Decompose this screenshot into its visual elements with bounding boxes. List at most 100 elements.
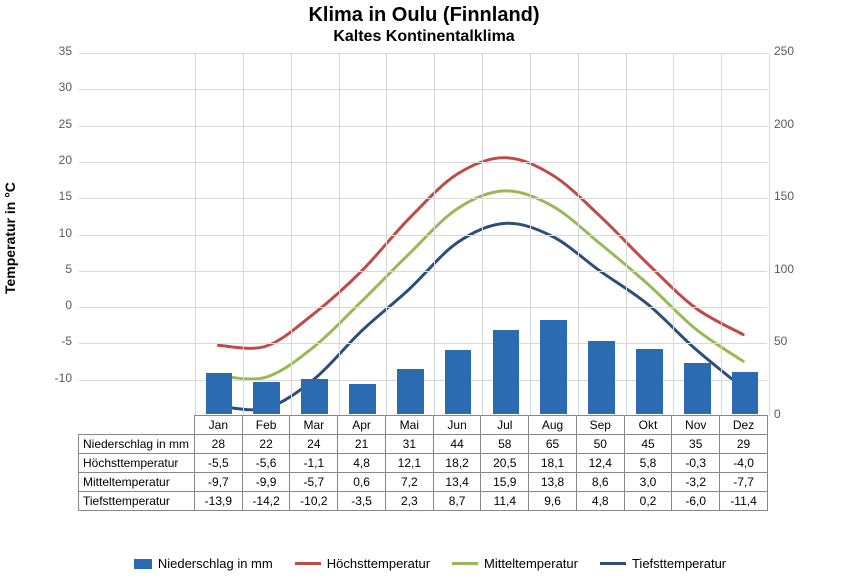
gridline (434, 53, 435, 416)
y2-tick-label: 150 (774, 189, 808, 203)
data-table: JanFebMarAprMaiJunJulAugSepOktNovDezNied… (78, 415, 768, 511)
gridline (79, 162, 767, 163)
row-header: Niederschlag in mm (79, 435, 195, 454)
table-header-empty (79, 416, 195, 435)
chart-legend: Niederschlag in mm Höchsttemperatur Mitt… (90, 556, 770, 571)
data-cell: 29 (720, 435, 768, 454)
gridline (79, 198, 767, 199)
data-cell: -5,5 (194, 454, 242, 473)
chart-plot-area (78, 52, 768, 415)
data-cell: -0,3 (672, 454, 720, 473)
data-cell: 50 (576, 435, 624, 454)
precip-bar (540, 320, 567, 414)
data-cell: 28 (194, 435, 242, 454)
data-cell: -1,1 (290, 454, 338, 473)
precip-bar (445, 350, 472, 414)
precip-bar (349, 384, 376, 414)
legend-swatch-line-icon (295, 562, 321, 565)
legend-item-precip: Niederschlag in mm (134, 556, 273, 571)
gridline (79, 271, 767, 272)
gridline (79, 307, 767, 308)
y1-tick-label: -10 (42, 371, 72, 385)
precip-bar (588, 341, 615, 414)
data-cell: 21 (338, 435, 386, 454)
gridline (291, 53, 292, 416)
month-cell: Okt (624, 416, 672, 435)
chart-subtitle: Kaltes Kontinentalklima (0, 28, 848, 46)
gridline (626, 53, 627, 416)
data-cell: 65 (529, 435, 577, 454)
data-cell: -3,5 (338, 492, 386, 511)
data-cell: 13,8 (529, 473, 577, 492)
table-row: Tiefsttemperatur-13,9-14,2-10,2-3,52,38,… (79, 492, 768, 511)
gridline (79, 89, 767, 90)
precip-bar (301, 379, 328, 414)
data-cell: 35 (672, 435, 720, 454)
data-cell: 9,6 (529, 492, 577, 511)
data-cell: -10,2 (290, 492, 338, 511)
gridline (673, 53, 674, 416)
y1-tick-label: 30 (42, 80, 72, 94)
data-cell: 22 (242, 435, 290, 454)
legend-label-low: Tiefsttemperatur (632, 556, 726, 571)
data-cell: 31 (385, 435, 433, 454)
chart-title: Klima in Oulu (Finnland) (0, 4, 848, 27)
y2-tick-label: 0 (774, 407, 808, 421)
gridline (79, 235, 767, 236)
month-cell: Dez (720, 416, 768, 435)
data-cell: 44 (433, 435, 481, 454)
y1-tick-label: -5 (42, 334, 72, 348)
data-cell: 7,2 (385, 473, 433, 492)
gridline (79, 343, 767, 344)
data-cell: 15,9 (481, 473, 529, 492)
row-header: Mitteltemperatur (79, 473, 195, 492)
mean-temp-line (219, 191, 744, 379)
legend-item-low: Tiefsttemperatur (600, 556, 726, 571)
legend-label-high: Höchsttemperatur (327, 556, 430, 571)
data-cell: 58 (481, 435, 529, 454)
data-cell: 0,2 (624, 492, 672, 511)
gridline (339, 53, 340, 416)
data-cell: 5,8 (624, 454, 672, 473)
data-cell: 8,7 (433, 492, 481, 511)
data-cell: -11,4 (720, 492, 768, 511)
y1-tick-label: 5 (42, 262, 72, 276)
y1-tick-label: 20 (42, 153, 72, 167)
month-cell: Jun (433, 416, 481, 435)
low-temp-line (219, 223, 744, 410)
data-cell: 18,2 (433, 454, 481, 473)
data-cell: 4,8 (576, 492, 624, 511)
gridline (79, 126, 767, 127)
y2-tick-label: 250 (774, 44, 808, 58)
month-cell: Mai (385, 416, 433, 435)
gridline (243, 53, 244, 416)
legend-item-mean: Mitteltemperatur (452, 556, 578, 571)
month-cell: Nov (672, 416, 720, 435)
precip-bar (253, 382, 280, 414)
data-cell: 3,0 (624, 473, 672, 492)
legend-item-high: Höchsttemperatur (295, 556, 430, 571)
month-cell: Apr (338, 416, 386, 435)
gridline (482, 53, 483, 416)
data-cell: -14,2 (242, 492, 290, 511)
data-cell: 12,1 (385, 454, 433, 473)
legend-swatch-line-icon (452, 562, 478, 565)
data-cell: 18,1 (529, 454, 577, 473)
table-row: Mitteltemperatur-9,7-9,9-5,70,67,213,415… (79, 473, 768, 492)
precip-bar (397, 369, 424, 414)
y2-tick-label: 100 (774, 262, 808, 276)
y2-tick-label: 50 (774, 334, 808, 348)
precip-bar (636, 349, 663, 414)
data-cell: 0,6 (338, 473, 386, 492)
legend-swatch-bar-icon (134, 559, 152, 569)
table-row: Höchsttemperatur-5,5-5,6-1,14,812,118,22… (79, 454, 768, 473)
y1-tick-label: 15 (42, 189, 72, 203)
row-header: Tiefsttemperatur (79, 492, 195, 511)
month-cell: Aug (529, 416, 577, 435)
data-cell: -4,0 (720, 454, 768, 473)
precip-bar (684, 363, 711, 414)
precip-bar (206, 373, 233, 414)
precip-bar (493, 330, 520, 414)
y1-tick-label: 10 (42, 226, 72, 240)
table-row-months: JanFebMarAprMaiJunJulAugSepOktNovDez (79, 416, 768, 435)
